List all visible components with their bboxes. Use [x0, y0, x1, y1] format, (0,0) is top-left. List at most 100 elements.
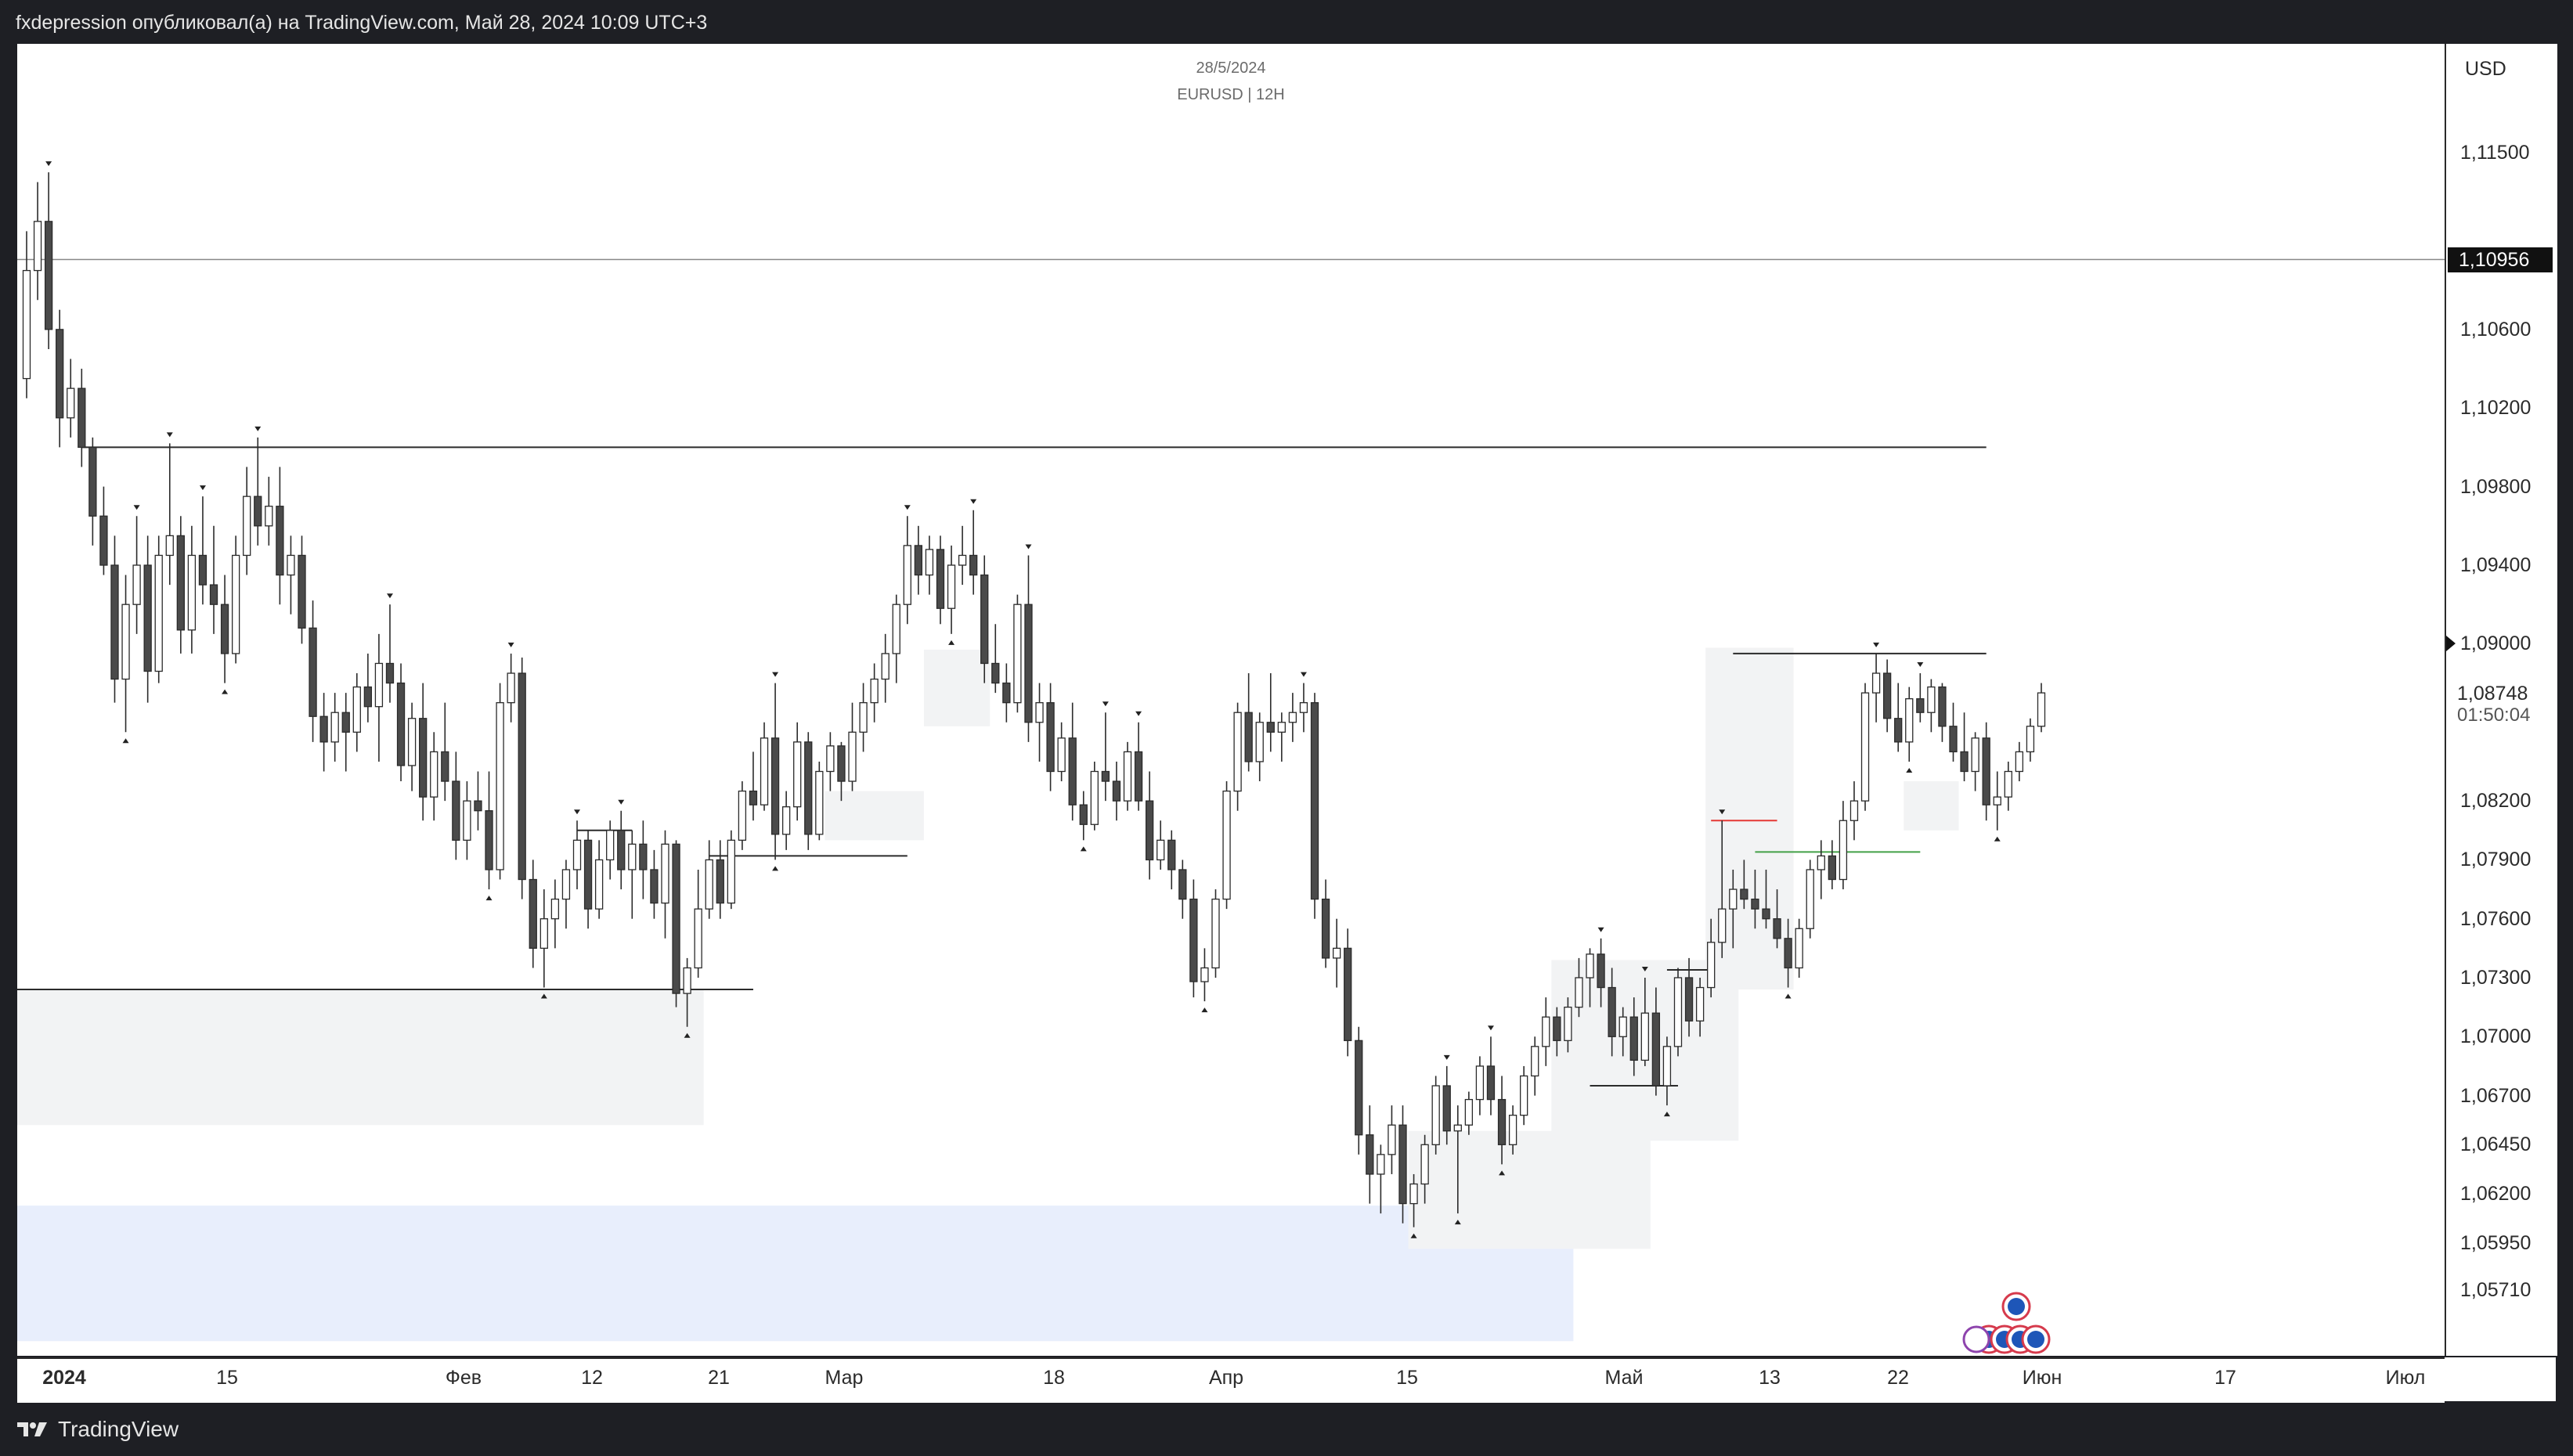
candle-bull	[958, 554, 967, 566]
candle-bear	[1112, 780, 1121, 802]
candle-bear	[1497, 1098, 1507, 1145]
candle-bear	[1344, 947, 1352, 1041]
time-tick-label: Июн	[2022, 1367, 2062, 1389]
zone-grey	[1408, 1130, 1651, 1249]
candle-bull	[727, 839, 735, 904]
candle-bull	[1817, 855, 1825, 870]
candle-bear	[1629, 1016, 1638, 1061]
candle-bear	[1145, 800, 1154, 861]
time-tick-label: 13	[1759, 1367, 1781, 1389]
fractal-high-marker-icon	[1025, 544, 1032, 550]
time-axis[interactable]: 2024 15 Фев 12 21 Мар 18 Апр 15 Май 13 22 Июн 17 Июл	[17, 1357, 2445, 1403]
publish-header: fxdepression опубликовал(а) на TradingVi…	[0, 0, 2573, 45]
fractal-high-marker-icon	[1641, 967, 1648, 971]
price-tick-label: 1,07300	[2460, 967, 2532, 989]
fractal-high-marker-icon	[1443, 1054, 1450, 1060]
candle-bull	[507, 672, 515, 704]
candle-bear	[1024, 604, 1033, 723]
fractal-high-marker-icon	[1873, 642, 1880, 647]
chart-area[interactable]: 28/5/2024 EURUSD | 12H	[17, 44, 2445, 1356]
fractal-low-marker-icon	[540, 993, 547, 999]
zone-blue	[17, 1206, 1574, 1342]
candle-bull	[231, 554, 240, 654]
fractal-low-marker-icon	[1454, 1220, 1461, 1225]
candle-bull	[1806, 869, 1814, 929]
candle-bull	[1695, 986, 1705, 1022]
candle-bull	[407, 718, 417, 766]
time-tick-label: 22	[1887, 1367, 1909, 1389]
fractal-high-marker-icon	[970, 499, 977, 504]
candle-bull	[496, 702, 504, 870]
candle-bull	[2015, 751, 2024, 773]
candle-bear	[220, 604, 229, 654]
candle-bull	[793, 741, 802, 808]
candle-bull	[1673, 977, 1683, 1047]
candle-bull	[1035, 702, 1044, 723]
candle-bear	[385, 662, 395, 684]
fractal-high-marker-icon	[254, 426, 262, 431]
candle-bear	[980, 574, 989, 665]
fractal-low-marker-icon	[122, 738, 129, 744]
price-tick-label: 1,11500	[2460, 142, 2530, 164]
zone-grey	[1904, 781, 1959, 831]
candle-bull	[694, 908, 702, 969]
fractal-high-marker-icon	[574, 809, 580, 815]
fractal-low-marker-icon	[1906, 767, 1913, 773]
candle-bull	[781, 806, 791, 835]
fractal-low-marker-icon	[1663, 1112, 1670, 1117]
fractal-low-marker-icon	[222, 689, 229, 694]
candle-bear	[1982, 737, 1990, 805]
price-chart-svg[interactable]	[17, 44, 2445, 1356]
candle-bear	[44, 221, 53, 330]
candle-bear	[441, 751, 449, 782]
candle-bear	[672, 843, 680, 994]
currency-label[interactable]: USD	[2465, 58, 2506, 80]
price-tick-label: 1,09400	[2460, 554, 2532, 576]
candle-bear	[309, 627, 317, 717]
tradingview-logo: TradingView	[16, 1417, 179, 1442]
candle-bull	[1377, 1154, 1385, 1175]
candle-bear	[1784, 938, 1792, 969]
candle-bull	[881, 653, 890, 680]
candle-bear	[474, 800, 482, 812]
time-tick-label: Апр	[1208, 1367, 1244, 1389]
candle-bull	[1542, 1016, 1550, 1047]
candle-bull	[430, 751, 438, 798]
time-tick-label: 2024	[42, 1367, 86, 1389]
price-tick-label: 1,05950	[2460, 1231, 2532, 1254]
candle-bear	[1134, 751, 1143, 802]
time-tick-label: 21	[708, 1367, 730, 1389]
candle-bull	[1586, 953, 1594, 978]
fractal-low-marker-icon	[1410, 1233, 1417, 1238]
candle-bear	[1486, 1065, 1496, 1101]
fractal-high-marker-icon	[45, 161, 52, 167]
candle-bear	[1178, 869, 1187, 900]
publish-line: fxdepression опубликовал(а) на TradingVi…	[16, 12, 708, 34]
candle-bear	[341, 712, 350, 733]
candle-bear	[1068, 737, 1077, 805]
candle-bear	[749, 790, 758, 805]
footer-bar: TradingView	[0, 1403, 2573, 1456]
zone-grey	[17, 989, 704, 1126]
candle-bear	[1398, 1124, 1407, 1205]
candle-bull	[2026, 726, 2035, 753]
fractal-low-marker-icon	[1499, 1170, 1506, 1176]
candle-bull	[705, 859, 713, 910]
candle-bull	[1871, 672, 1881, 694]
price-axis[interactable]: USD 1,11500 1,10600 1,10200 1,09800 1,09400 1…	[2445, 44, 2557, 1356]
candle-bull	[1971, 737, 1979, 773]
candle-bull	[606, 830, 615, 861]
candle-bull	[1475, 1065, 1485, 1101]
candle-bear	[837, 745, 846, 782]
candle-bear	[1882, 672, 1892, 719]
candle-bull	[2004, 770, 2012, 798]
candle-bear	[639, 843, 648, 870]
candle-bear	[936, 549, 945, 609]
candle-bear	[110, 564, 119, 680]
candle-bear	[143, 564, 152, 672]
fractal-high-marker-icon	[1300, 672, 1307, 677]
price-tick-label: 1,09000	[2460, 632, 2532, 655]
price-tick-label: 1,09800	[2460, 475, 2532, 498]
candle-bear	[1002, 682, 1011, 704]
candle-bear	[276, 506, 284, 576]
